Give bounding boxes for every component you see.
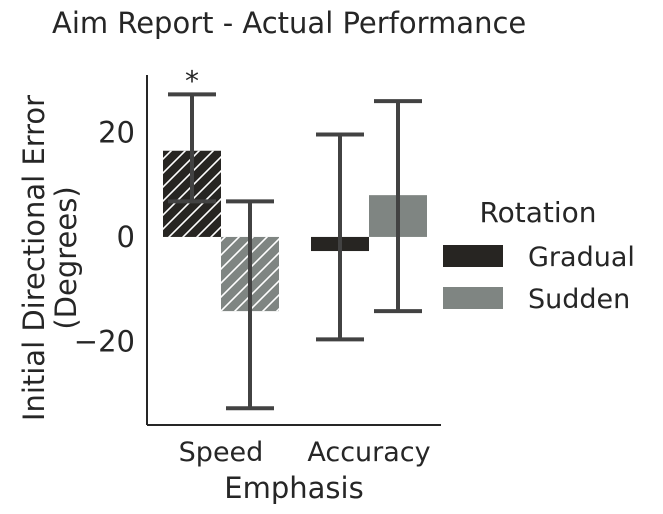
y-tick-label: −20	[74, 324, 135, 358]
error-bar-sudden-accuracy	[374, 99, 422, 314]
legend-label-sudden: Sudden	[528, 284, 630, 315]
significance-asterisk: *	[185, 64, 199, 97]
legend-label-gradual: Gradual	[528, 242, 635, 273]
legend-swatch-gradual	[443, 245, 503, 267]
y-axis-label-line-2: (Degrees)	[49, 186, 83, 329]
chart-title: Aim Report - Actual Performance	[52, 6, 526, 40]
legend: Rotation Gradual Sudden	[443, 196, 635, 315]
x-tick-label-speed: Speed	[179, 437, 264, 468]
y-ticks: 20 0 −20	[74, 115, 135, 358]
x-axis-label: Emphasis	[224, 471, 363, 505]
legend-title: Rotation	[479, 196, 596, 229]
bars-layer	[163, 150, 427, 312]
legend-items: Gradual Sudden	[443, 242, 635, 315]
y-axis-label: Initial Directional Error (Degrees)	[17, 95, 83, 421]
x-tick-label-accuracy: Accuracy	[307, 437, 430, 468]
y-axis-label-line-1: Initial Directional Error	[17, 95, 51, 421]
error-bar-sudden-speed	[226, 199, 274, 411]
legend-swatch-sudden	[443, 287, 503, 309]
error-bar-gradual-speed	[168, 92, 216, 204]
axes	[146, 75, 441, 426]
error-bar-gradual-accuracy	[316, 132, 364, 342]
annotations: *	[185, 64, 199, 97]
y-tick-label: 0	[117, 220, 135, 254]
x-ticks: Speed Accuracy	[179, 437, 431, 468]
y-tick-label: 20	[98, 115, 135, 149]
error-bars-layer	[168, 92, 422, 411]
